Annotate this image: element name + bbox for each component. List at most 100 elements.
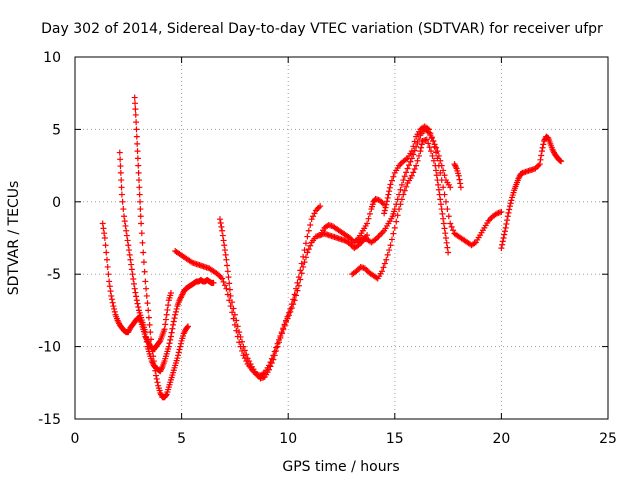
data-point: [167, 336, 174, 343]
data-point: [116, 149, 123, 156]
data-point: [162, 392, 169, 399]
data-point: [455, 172, 462, 179]
data-point: [138, 220, 145, 227]
plot-frame: [74, 56, 609, 420]
data-point: [375, 233, 382, 240]
data-point: [99, 220, 106, 227]
data-point: [364, 220, 371, 227]
data-point: [239, 338, 246, 345]
data-point: [401, 173, 408, 180]
data-point: [410, 151, 417, 158]
data-point: [285, 312, 292, 319]
data-point: [558, 158, 565, 165]
data-point: [162, 316, 169, 323]
data-point: [393, 201, 400, 208]
data-point: [394, 212, 401, 219]
data-point: [266, 366, 273, 373]
data-point: [244, 355, 251, 362]
data-point: [243, 351, 250, 358]
data-point: [397, 161, 404, 168]
data-point: [221, 242, 228, 249]
data-point: [134, 300, 141, 307]
data-point: [294, 287, 301, 294]
data-point: [438, 206, 445, 213]
data-point: [227, 292, 234, 299]
data-point: [310, 213, 317, 220]
data-point: [457, 180, 464, 187]
data-point: [117, 156, 124, 163]
data-point: [291, 297, 298, 304]
data-point: [153, 375, 160, 382]
data-point: [128, 266, 135, 273]
data-point: [487, 216, 494, 223]
series-arc-4: [172, 203, 324, 379]
data-point: [241, 347, 248, 354]
data-point: [293, 292, 300, 299]
data-point: [437, 157, 444, 164]
data-point: [131, 94, 138, 101]
data-point: [433, 167, 440, 174]
data-point: [121, 218, 128, 225]
data-point: [355, 239, 362, 246]
data-point: [184, 323, 191, 330]
data-point: [217, 220, 224, 227]
data-point: [172, 308, 179, 315]
data-point: [438, 162, 445, 169]
data-point: [173, 305, 180, 312]
series-arc-9: [381, 123, 454, 217]
data-point: [218, 223, 225, 230]
data-point: [170, 321, 177, 328]
data-point: [401, 187, 408, 194]
data-point: [317, 203, 324, 210]
data-point: [441, 225, 448, 232]
data-point: [381, 260, 388, 267]
data-point: [298, 260, 305, 267]
data-point: [184, 324, 191, 331]
data-point: [498, 208, 505, 215]
data-point: [430, 137, 437, 144]
x-tick-label: 20: [492, 431, 510, 447]
data-point: [234, 323, 241, 330]
data-point: [118, 177, 125, 184]
data-point: [448, 223, 455, 230]
data-point: [434, 148, 441, 155]
data-point: [108, 292, 115, 299]
series-arc-5: [216, 216, 371, 382]
data-point: [111, 305, 118, 312]
data-point: [275, 339, 282, 346]
data-point: [268, 360, 275, 367]
data-point: [500, 235, 507, 241]
data-point: [294, 279, 301, 286]
data-point: [172, 311, 179, 318]
data-point: [145, 307, 152, 314]
data-point: [148, 343, 155, 350]
data-point: [535, 162, 542, 169]
data-point: [428, 134, 435, 141]
data-point: [501, 231, 508, 238]
data-point: [379, 268, 386, 275]
data-point: [508, 197, 515, 204]
data-point: [123, 227, 130, 234]
data-point: [126, 251, 133, 258]
data-point: [177, 343, 184, 350]
data-point: [237, 333, 244, 340]
data-point: [439, 210, 446, 217]
data-point: [307, 242, 314, 249]
data-point: [171, 315, 178, 322]
data-point: [174, 355, 181, 362]
x-tick-label: 5: [177, 431, 186, 447]
data-point: [532, 165, 539, 172]
data-point: [433, 144, 440, 151]
data-point: [536, 161, 543, 168]
data-point: [100, 225, 107, 232]
data-point: [503, 221, 510, 228]
data-point: [391, 224, 398, 231]
data-point: [109, 299, 116, 306]
data-point: [226, 286, 233, 293]
data-point: [138, 230, 145, 237]
data-point: [415, 152, 422, 159]
data-point: [121, 213, 128, 220]
data-point: [136, 191, 143, 198]
data-point: [388, 236, 395, 243]
